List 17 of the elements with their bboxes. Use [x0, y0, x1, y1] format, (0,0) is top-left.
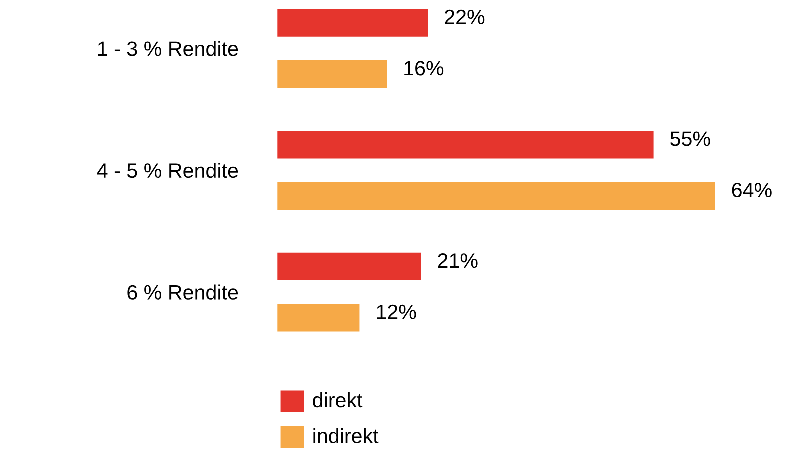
data-label: 16% — [404, 61, 444, 76]
data-label: 21% — [438, 253, 478, 268]
data-label: 64% — [732, 182, 772, 198]
bar — [278, 130, 654, 159]
data-label: 22% — [445, 10, 485, 24]
data-label: 12% — [377, 304, 416, 320]
legend-label: indirekt — [314, 428, 379, 444]
y-tick-label: 1 - 3 % Rendite — [98, 41, 238, 56]
bar — [278, 304, 360, 332]
bar — [278, 252, 422, 280]
legend-label: direkt — [313, 392, 363, 408]
bar — [278, 182, 716, 210]
y-tick-label: 6 % Rendite — [128, 284, 238, 300]
y-tick-label: 4 - 5 % Rendite — [97, 162, 238, 178]
bar — [278, 60, 388, 88]
data-label: 55% — [670, 132, 710, 146]
bar — [278, 9, 428, 37]
